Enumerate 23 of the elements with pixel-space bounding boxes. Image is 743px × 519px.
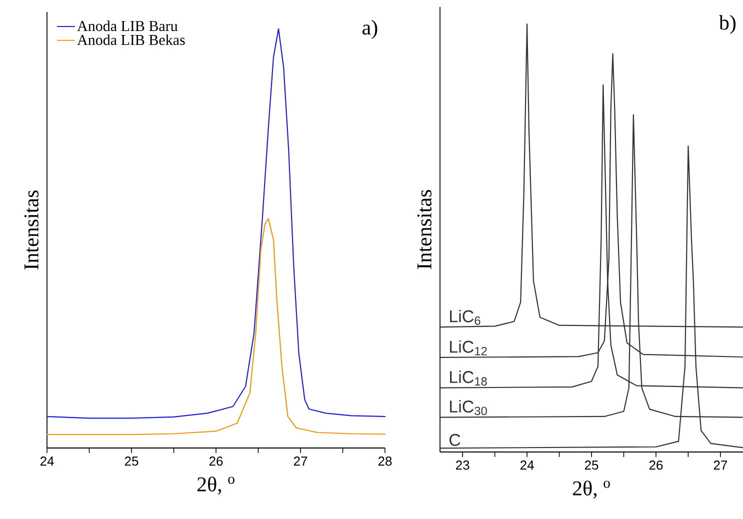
x-tick-label: 27: [294, 456, 308, 466]
x-axis-title: 2θ, $^{o}$: [572, 480, 610, 499]
legend-label: Anoda LIB Baru: [77, 20, 178, 32]
x-tick-label: 25: [584, 460, 598, 470]
series-label: LiC$_{30}$: [450, 400, 487, 416]
annotation: a): [362, 20, 378, 39]
x-tick-label: 24: [520, 460, 534, 470]
x-tick-label: 25: [124, 456, 138, 466]
legend-label: Anoda LIB Bekas: [77, 34, 185, 46]
y-axis-title: Intensitas: [417, 190, 432, 269]
y-axis-title: Intensitas: [24, 190, 38, 270]
series-label: C: [450, 434, 460, 446]
x-axis-title: 2θ, $^{o}$: [197, 476, 234, 495]
series-label: LiC$_{18}$: [450, 370, 487, 386]
annotation: b): [718, 14, 736, 34]
x-tick-label: 26: [649, 460, 663, 470]
series-label: LiC$_{12}$: [450, 340, 487, 356]
x-tick-label: 27: [714, 460, 728, 470]
x-tick-label: 23: [456, 460, 470, 470]
x-tick-label: 24: [40, 456, 54, 466]
series-label: LiC$_{6}$: [450, 310, 480, 325]
x-tick-label: 26: [209, 456, 223, 466]
x-tick-label: 28: [378, 456, 392, 466]
